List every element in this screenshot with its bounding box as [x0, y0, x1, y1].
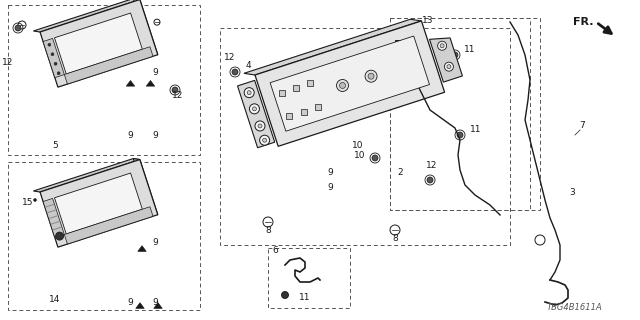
FancyArrowPatch shape: [126, 81, 134, 86]
Text: 11: 11: [470, 125, 482, 134]
Polygon shape: [33, 0, 140, 32]
Text: TBG4B1611A: TBG4B1611A: [547, 303, 603, 313]
Circle shape: [232, 69, 238, 75]
Text: 1: 1: [345, 58, 351, 67]
Circle shape: [438, 41, 447, 50]
Circle shape: [427, 177, 433, 183]
Polygon shape: [133, 0, 158, 55]
Circle shape: [172, 87, 178, 93]
Circle shape: [54, 62, 57, 65]
Circle shape: [444, 62, 453, 71]
Circle shape: [255, 121, 265, 131]
Circle shape: [339, 83, 346, 88]
Circle shape: [365, 70, 377, 82]
Bar: [8, 5, 200, 155]
Text: 12: 12: [3, 58, 13, 67]
Polygon shape: [270, 36, 429, 131]
Text: 9: 9: [327, 168, 333, 177]
Text: FR.: FR.: [573, 17, 593, 27]
Polygon shape: [237, 80, 275, 148]
Circle shape: [337, 79, 349, 92]
Text: 14: 14: [49, 295, 61, 304]
Text: 9: 9: [152, 238, 158, 247]
Bar: [220, 28, 510, 245]
Bar: [268, 248, 350, 308]
Text: 13: 13: [422, 16, 434, 25]
FancyArrowPatch shape: [138, 246, 146, 251]
Polygon shape: [33, 158, 140, 192]
Text: 9: 9: [152, 68, 158, 77]
Circle shape: [57, 72, 60, 75]
FancyArrowPatch shape: [147, 81, 155, 86]
Polygon shape: [40, 0, 158, 87]
Circle shape: [258, 124, 262, 128]
Polygon shape: [133, 158, 158, 215]
Text: 9: 9: [152, 131, 158, 140]
Text: 10: 10: [355, 151, 365, 160]
Circle shape: [244, 88, 254, 98]
Text: 5: 5: [52, 141, 58, 150]
Text: 12: 12: [224, 53, 236, 62]
Text: 12: 12: [172, 91, 184, 100]
Text: 3: 3: [569, 188, 575, 197]
Polygon shape: [244, 19, 421, 75]
Circle shape: [48, 43, 51, 46]
Text: 9: 9: [127, 131, 133, 140]
Bar: [301, 109, 307, 115]
Text: 7: 7: [579, 121, 585, 130]
Circle shape: [440, 44, 444, 48]
Bar: [279, 90, 285, 96]
Text: 9: 9: [127, 298, 133, 307]
Bar: [8, 162, 200, 310]
Circle shape: [33, 198, 36, 202]
Polygon shape: [429, 38, 463, 82]
Bar: [390, 18, 530, 210]
Circle shape: [282, 292, 289, 299]
Text: 12: 12: [426, 161, 438, 170]
Bar: [293, 85, 299, 91]
Bar: [395, 40, 413, 50]
Polygon shape: [65, 47, 153, 84]
Text: 9: 9: [327, 183, 333, 192]
Polygon shape: [255, 21, 445, 146]
FancyArrowPatch shape: [136, 303, 144, 308]
Text: 11: 11: [464, 45, 476, 54]
Circle shape: [372, 155, 378, 161]
Circle shape: [447, 65, 451, 69]
Polygon shape: [54, 13, 142, 74]
Circle shape: [250, 104, 259, 114]
Circle shape: [56, 232, 63, 240]
Text: 8: 8: [392, 234, 398, 243]
Circle shape: [452, 52, 458, 58]
Circle shape: [252, 107, 257, 111]
Circle shape: [368, 73, 374, 79]
Polygon shape: [65, 207, 153, 244]
Bar: [307, 80, 313, 86]
Text: 10: 10: [352, 141, 364, 150]
Polygon shape: [54, 173, 142, 234]
FancyArrowPatch shape: [154, 303, 162, 308]
Circle shape: [247, 91, 251, 95]
Text: 6: 6: [272, 246, 278, 255]
Polygon shape: [40, 160, 158, 247]
Bar: [390, 18, 540, 210]
Polygon shape: [43, 198, 65, 238]
Bar: [315, 104, 321, 110]
Text: 9: 9: [152, 298, 158, 307]
Text: 11: 11: [300, 293, 311, 302]
Circle shape: [260, 135, 269, 145]
Text: 4: 4: [245, 61, 251, 70]
Circle shape: [457, 132, 463, 138]
Circle shape: [15, 25, 21, 31]
Text: 15: 15: [22, 198, 34, 207]
Text: 8: 8: [265, 226, 271, 235]
Circle shape: [262, 138, 267, 142]
Polygon shape: [43, 38, 65, 78]
Bar: [287, 113, 292, 119]
Circle shape: [51, 53, 54, 56]
Text: 2: 2: [397, 168, 403, 177]
